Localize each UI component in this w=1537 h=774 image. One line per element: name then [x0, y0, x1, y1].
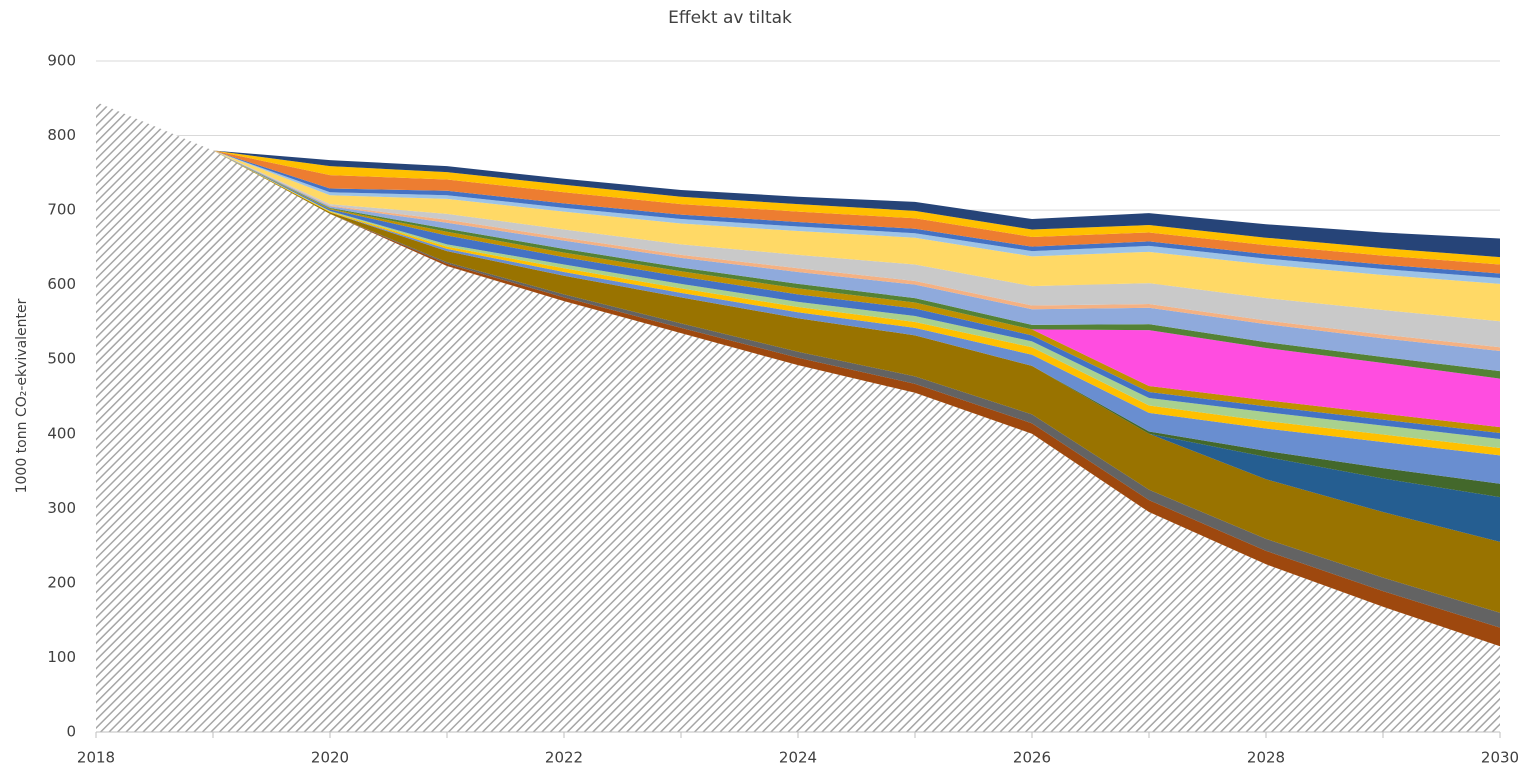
area — [96, 102, 1500, 265]
area — [96, 102, 1500, 258]
area — [96, 102, 1500, 542]
x-tick-label: 2030 — [1481, 749, 1519, 767]
y-tick-label: 0 — [66, 723, 76, 741]
x-tick-label: 2026 — [1013, 749, 1051, 767]
area — [96, 102, 1500, 613]
area — [96, 102, 1500, 274]
x-tick-label: 2024 — [779, 749, 817, 767]
y-tick-label: 300 — [47, 499, 76, 517]
y-tick-label: 900 — [47, 52, 76, 70]
y-tick-label: 400 — [47, 424, 76, 442]
area — [96, 102, 1500, 348]
y-axis-label: 1000 tonn CO₂-ekvivalenter — [14, 298, 30, 493]
area — [96, 102, 1500, 428]
area — [96, 102, 1500, 628]
y-tick-label: 600 — [47, 275, 76, 293]
x-tick-label: 2020 — [311, 749, 349, 767]
y-tick-label: 100 — [47, 648, 76, 666]
area — [96, 102, 1500, 732]
area — [96, 102, 1500, 484]
area — [96, 102, 1500, 322]
y-tick-label: 500 — [47, 350, 76, 368]
x-tick-label: 2022 — [545, 749, 583, 767]
area — [96, 102, 1500, 372]
x-tick-label: 2018 — [77, 749, 115, 767]
y-tick-label: 800 — [47, 126, 76, 144]
y-tick-label: 700 — [47, 201, 76, 219]
x-tick-label: 2028 — [1247, 749, 1285, 767]
area — [96, 102, 1500, 647]
area — [96, 102, 1500, 278]
chart-title: Effekt av tiltak — [668, 8, 792, 28]
y-tick-label: 200 — [47, 573, 76, 591]
